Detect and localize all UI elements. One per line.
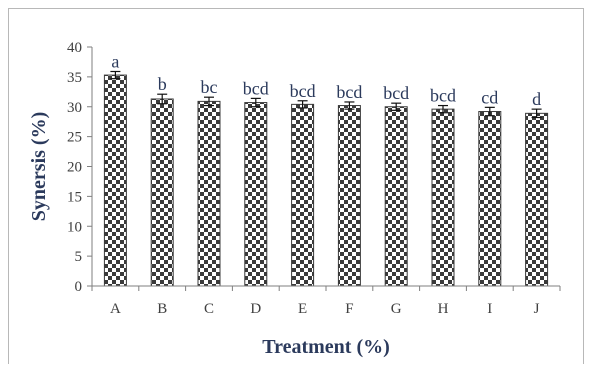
y-tick-label: 20 (67, 160, 82, 176)
significance-letter: d (532, 89, 541, 109)
bar (103, 74, 127, 287)
y-axis-title: Synersis (%) (28, 112, 50, 221)
error-bars (110, 70, 542, 119)
significance-letter: bcd (290, 81, 316, 101)
significance-letter: b (158, 74, 167, 94)
x-tick-label: E (298, 301, 307, 317)
y-tick-label: 15 (67, 189, 82, 205)
significance-letter: bcd (243, 78, 269, 98)
bar (478, 111, 502, 287)
bar (384, 106, 408, 287)
x-axis-ticks: A B C D E F G H I J (91, 286, 561, 317)
bar (431, 108, 455, 287)
x-tick-label: G (391, 301, 402, 317)
y-axis-ticks: 0 5 10 15 20 25 30 35 40 (67, 40, 92, 295)
significance-letter: a (111, 51, 119, 71)
bar (291, 103, 315, 287)
y-tick-label: 40 (67, 40, 82, 56)
x-tick-label: I (487, 301, 492, 317)
significance-letter: cd (481, 87, 498, 107)
bar (525, 112, 549, 287)
significance-letter: bcd (383, 83, 409, 103)
significance-letters: ab bc bcd bcd bcd bcd bcd cd d (111, 51, 541, 109)
y-tick-label: 30 (67, 100, 82, 116)
x-tick-label: D (250, 301, 261, 317)
bar (337, 105, 361, 287)
bars (103, 74, 549, 287)
y-tick-label: 35 (67, 70, 82, 86)
bar (150, 98, 174, 287)
bar (244, 102, 268, 287)
significance-letter: bc (201, 77, 218, 97)
bar (197, 100, 221, 287)
y-tick-label: 5 (75, 249, 83, 265)
x-tick-label: C (204, 301, 214, 317)
significance-letter: bcd (430, 86, 456, 106)
x-tick-label: J (534, 301, 540, 317)
x-tick-label: H (438, 301, 449, 317)
y-tick-label: 10 (67, 219, 82, 235)
significance-letter: bcd (336, 82, 362, 102)
x-tick-label: F (345, 301, 353, 317)
y-tick-label: 25 (67, 130, 82, 146)
x-tick-label: B (157, 301, 167, 317)
x-axis-title: Treatment (%) (262, 336, 390, 358)
x-tick-label: A (110, 301, 121, 317)
y-tick-label: 0 (75, 279, 83, 295)
